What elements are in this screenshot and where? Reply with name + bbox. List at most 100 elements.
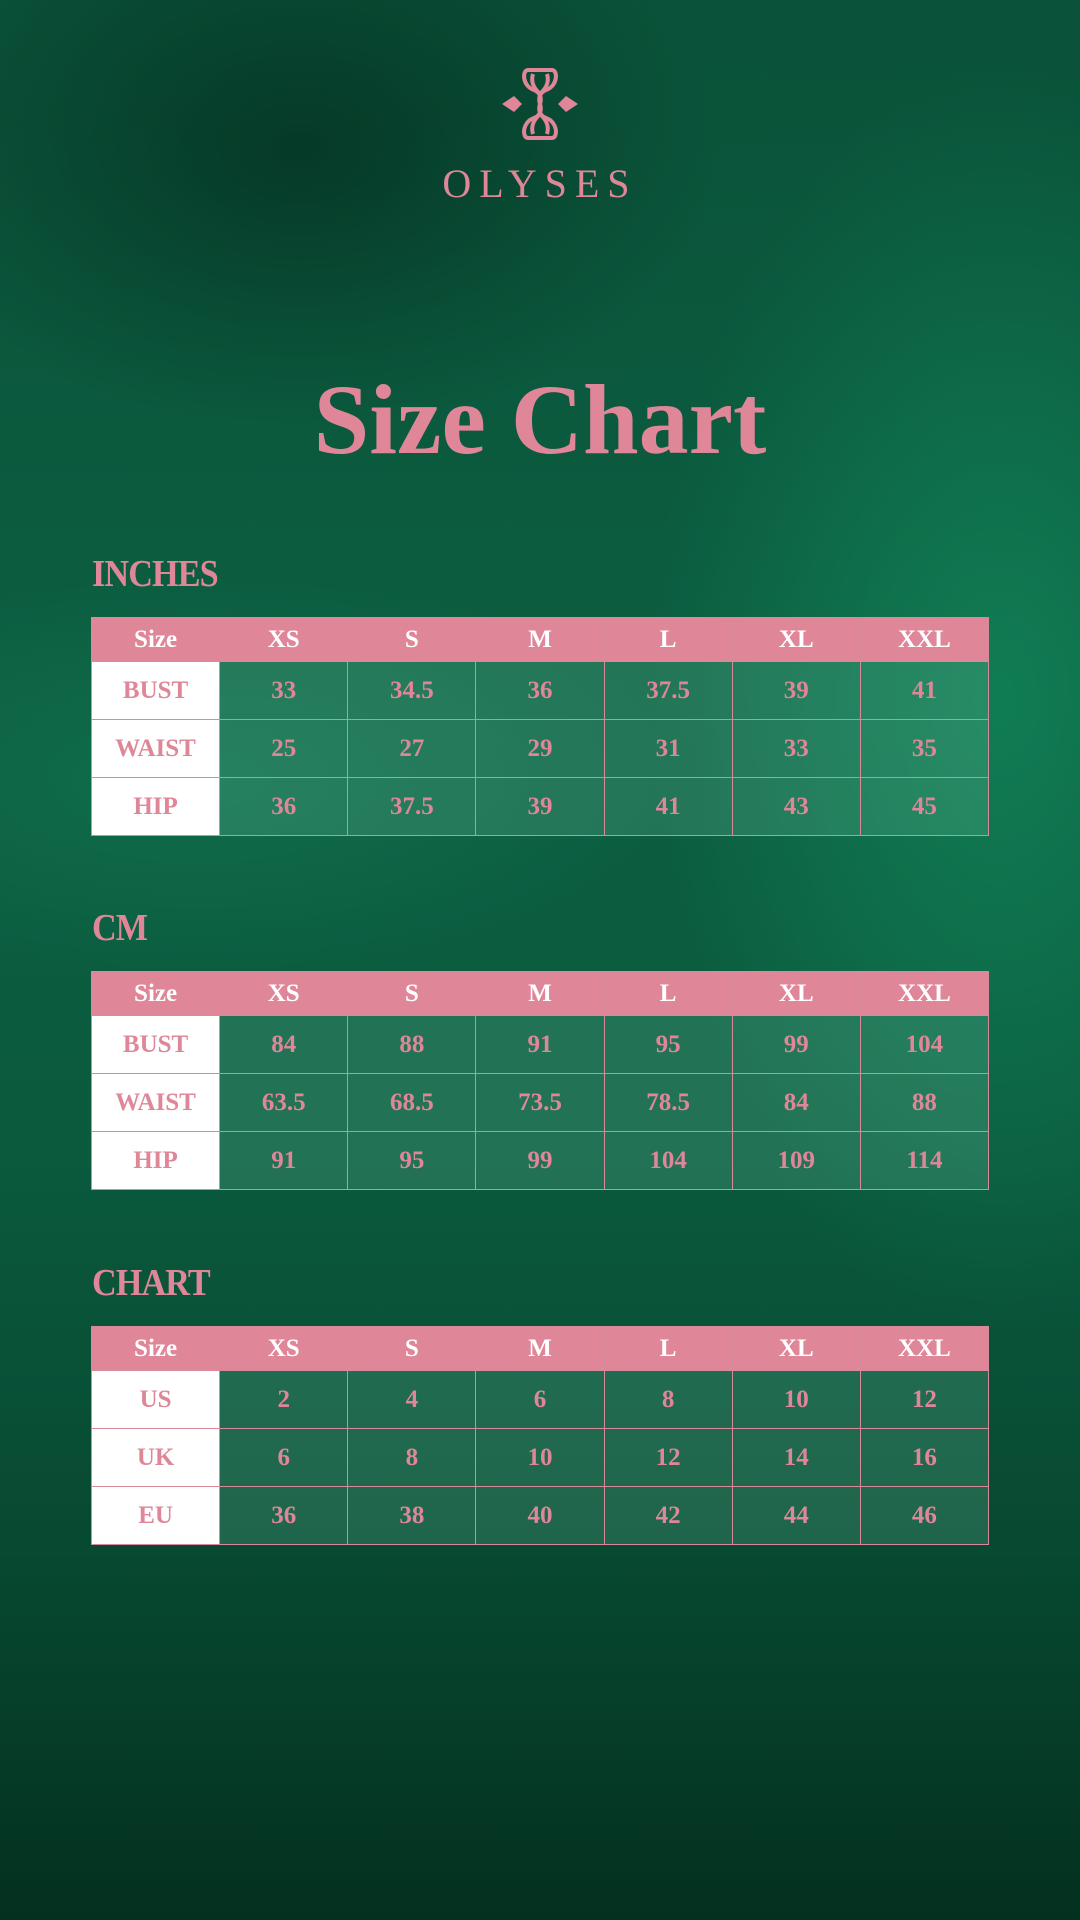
table-cell: 31 (603, 719, 733, 778)
table-cell: 95 (347, 1131, 477, 1190)
column-header: M (475, 1326, 605, 1371)
table-cell: 99 (731, 1015, 861, 1074)
table-row: EU 36 38 40 42 44 46 (90, 1486, 990, 1545)
table-cell: 84 (731, 1073, 861, 1132)
page-title: Size Chart (313, 364, 767, 475)
table-row: WAIST 25 27 29 31 33 35 (90, 719, 990, 778)
table-cell: 46 (859, 1486, 990, 1545)
table-cell: 16 (859, 1428, 990, 1487)
table-row: HIP 91 95 99 104 109 114 (90, 1131, 990, 1190)
table-row: BUST 84 88 91 95 99 104 (90, 1015, 990, 1074)
table-cell: 36 (219, 777, 349, 836)
table-cell: 6 (219, 1428, 349, 1487)
inches-table: Size XS S M L XL XXL BUST 33 34.5 36 37.5 39 41 WAIST 2… (90, 617, 990, 836)
table-cell: 41 (603, 777, 733, 836)
table-cell: 73.5 (475, 1073, 605, 1132)
row-label: EU (90, 1486, 221, 1545)
conversion-table: Size XS S M L XL XXL US 2 4 6 8 10 12 UK 6 8 10 12 14 16 EU 36… (90, 1326, 990, 1545)
table-cell: 8 (603, 1370, 733, 1429)
column-header: L (603, 617, 733, 662)
column-header: M (475, 617, 605, 662)
section-label-inches: INCHES (92, 553, 219, 595)
brand-logo-icon (502, 68, 578, 140)
row-label: WAIST (90, 719, 221, 778)
table-cell: 27 (347, 719, 477, 778)
column-header: XL (731, 1326, 861, 1371)
table-header-row: Size XS S M L XL XXL (90, 617, 990, 662)
column-header: XXL (859, 971, 990, 1016)
table-row: WAIST 63.5 68.5 73.5 78.5 84 88 (90, 1073, 990, 1132)
column-header: S (347, 971, 477, 1016)
table-cell: 25 (219, 719, 349, 778)
row-label: HIP (90, 1131, 221, 1190)
column-header: M (475, 971, 605, 1016)
column-header: L (603, 1326, 733, 1371)
column-header: XL (731, 617, 861, 662)
table-row: US 2 4 6 8 10 12 (90, 1370, 990, 1429)
table-row: BUST 33 34.5 36 37.5 39 41 (90, 661, 990, 720)
column-header: Size (90, 971, 221, 1016)
column-header: Size (90, 1326, 221, 1371)
table-cell: 104 (603, 1131, 733, 1190)
table-cell: 12 (603, 1428, 733, 1487)
table-cell: 91 (219, 1131, 349, 1190)
table-row: HIP 36 37.5 39 41 43 45 (90, 777, 990, 836)
table-cell: 39 (475, 777, 605, 836)
table-cell: 88 (347, 1015, 477, 1074)
table-header-row: Size XS S M L XL XXL (90, 971, 990, 1016)
table-cell: 2 (219, 1370, 349, 1429)
column-header: XL (731, 971, 861, 1016)
table-cell: 91 (475, 1015, 605, 1074)
column-header: XXL (859, 617, 990, 662)
table-cell: 14 (731, 1428, 861, 1487)
row-label: BUST (90, 1015, 221, 1074)
column-header: Size (90, 617, 221, 662)
table-cell: 45 (859, 777, 990, 836)
column-header: XS (219, 617, 349, 662)
table-cell: 41 (859, 661, 990, 720)
row-label: WAIST (90, 1073, 221, 1132)
table-cell: 78.5 (603, 1073, 733, 1132)
column-header: XS (219, 1326, 349, 1371)
cm-table: Size XS S M L XL XXL BUST 84 88 91 95 99 104 WAIST 63.5… (90, 971, 990, 1190)
table-cell: 43 (731, 777, 861, 836)
column-header: S (347, 1326, 477, 1371)
table-cell: 33 (219, 661, 349, 720)
table-cell: 29 (475, 719, 605, 778)
table-cell: 37.5 (603, 661, 733, 720)
table-cell: 8 (347, 1428, 477, 1487)
table-cell: 36 (219, 1486, 349, 1545)
table-cell: 10 (475, 1428, 605, 1487)
table-header-row: Size XS S M L XL XXL (90, 1326, 990, 1371)
column-header: XS (219, 971, 349, 1016)
table-cell: 37.5 (347, 777, 477, 836)
table-cell: 10 (731, 1370, 861, 1429)
table-cell: 95 (603, 1015, 733, 1074)
section-label-cm: CM (92, 907, 148, 949)
table-cell: 38 (347, 1486, 477, 1545)
table-cell: 68.5 (347, 1073, 477, 1132)
row-label: US (90, 1370, 221, 1429)
table-cell: 63.5 (219, 1073, 349, 1132)
table-cell: 36 (475, 661, 605, 720)
column-header: L (603, 971, 733, 1016)
table-cell: 12 (859, 1370, 990, 1429)
column-header: S (347, 617, 477, 662)
table-cell: 39 (731, 661, 861, 720)
table-row: UK 6 8 10 12 14 16 (90, 1428, 990, 1487)
table-cell: 114 (859, 1131, 990, 1190)
table-cell: 88 (859, 1073, 990, 1132)
table-cell: 40 (475, 1486, 605, 1545)
table-cell: 84 (219, 1015, 349, 1074)
table-cell: 104 (859, 1015, 990, 1074)
table-cell: 44 (731, 1486, 861, 1545)
table-cell: 99 (475, 1131, 605, 1190)
table-cell: 35 (859, 719, 990, 778)
table-cell: 33 (731, 719, 861, 778)
table-cell: 34.5 (347, 661, 477, 720)
table-cell: 109 (731, 1131, 861, 1190)
table-cell: 42 (603, 1486, 733, 1545)
row-label: HIP (90, 777, 221, 836)
brand-name: OLYSES (442, 161, 638, 206)
row-label: BUST (90, 661, 221, 720)
